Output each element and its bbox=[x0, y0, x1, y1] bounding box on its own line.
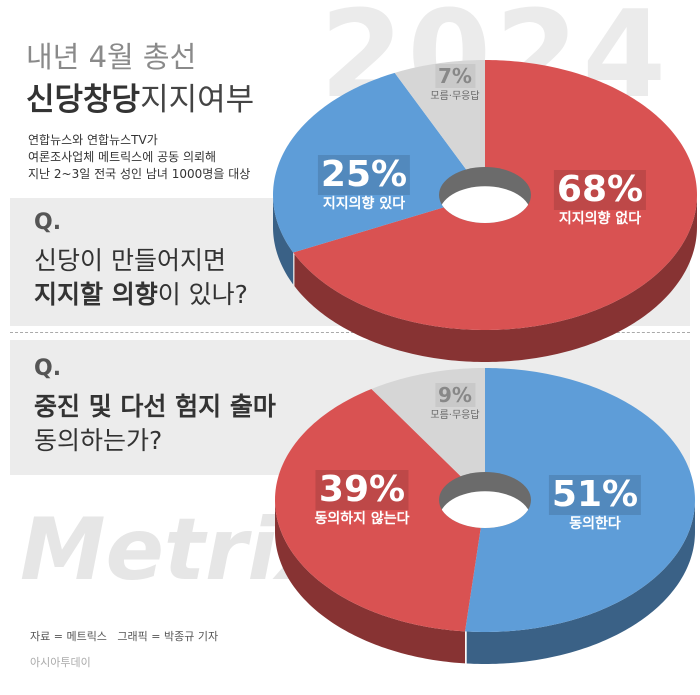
slice-side bbox=[273, 195, 294, 285]
value-label: 9% bbox=[435, 383, 475, 407]
slice-label: 9% 모름·무응답 bbox=[430, 383, 480, 425]
question-text: 동의하는가? bbox=[34, 426, 163, 455]
value-label: 7% bbox=[435, 64, 475, 88]
question-line: 동의하는가? bbox=[34, 424, 276, 458]
title-bold: 신당창당 bbox=[26, 82, 141, 118]
value-label: 68% bbox=[553, 170, 647, 210]
value-label: 51% bbox=[548, 475, 642, 515]
subtitle-line: 여론조사업체 메트릭스에 공동 의뢰해 bbox=[28, 150, 217, 164]
slice-label: 39% 동의하지 않는다 bbox=[314, 470, 409, 528]
slice-label: 68% 지지의향 없다 bbox=[553, 170, 647, 228]
category-label: 모름·무응답 bbox=[430, 410, 480, 421]
slice-label: 25% 지지의향 있다 bbox=[317, 155, 411, 213]
slice-side bbox=[275, 501, 466, 664]
category-label: 동의하지 않는다 bbox=[314, 511, 410, 527]
question-line: 중진 및 다선 험지 출마 bbox=[34, 390, 276, 424]
slice bbox=[273, 72, 485, 253]
question-mark: Q. bbox=[34, 210, 62, 235]
category-label: 지지의향 있다 bbox=[322, 196, 406, 212]
slice bbox=[394, 60, 485, 195]
category-label: 동의한다 bbox=[569, 516, 621, 532]
slice bbox=[371, 368, 485, 500]
slice bbox=[465, 368, 695, 632]
slice-side bbox=[294, 195, 697, 362]
publisher: 아시아투데이 bbox=[30, 656, 91, 669]
category-label: 지지의향 없다 bbox=[558, 211, 642, 227]
question-text: 이 있나? bbox=[157, 280, 248, 309]
slice bbox=[275, 388, 485, 632]
subtitle-line: 지난 2~3일 전국 성인 남녀 1000명을 대상 bbox=[28, 167, 251, 181]
question-line: 신당이 만들어지면 bbox=[34, 244, 248, 278]
title: 신당창당지지여부 bbox=[26, 74, 254, 119]
slice-label: 51% 동의한다 bbox=[548, 475, 642, 533]
question-text: 지지할 의향 bbox=[34, 280, 158, 309]
question-mark: Q. bbox=[34, 356, 62, 381]
slice-side bbox=[466, 500, 695, 664]
hole-floor bbox=[439, 186, 531, 223]
question-line: 지지할 의향이 있나? bbox=[34, 278, 248, 312]
value-label: 25% bbox=[317, 155, 411, 195]
divider bbox=[10, 332, 690, 333]
category-label: 모름·무응답 bbox=[430, 91, 480, 102]
value-label: 39% bbox=[315, 470, 409, 510]
question-text: 신당이 만들어지면 bbox=[34, 246, 226, 275]
hole-floor bbox=[439, 491, 531, 528]
question-text: 중진 및 다선 험지 출마 bbox=[34, 392, 276, 421]
subtitle-line: 연합뉴스와 연합뉴스TV가 bbox=[28, 133, 158, 147]
slice-label: 7% 모름·무응답 bbox=[430, 64, 480, 106]
title-rest: 지지여부 bbox=[140, 82, 255, 118]
title: 내년 4월 총선 bbox=[26, 40, 197, 74]
source: 자료 = 메트릭스 그래픽 = 박종규 기자 bbox=[30, 630, 219, 643]
